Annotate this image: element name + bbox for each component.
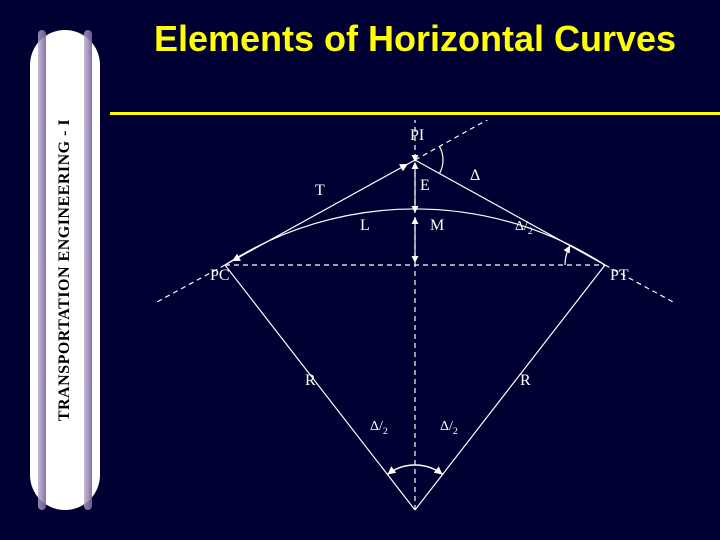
title-underline — [110, 112, 720, 115]
svg-text:T: T — [315, 182, 325, 199]
svg-text:R: R — [305, 372, 316, 389]
svg-text:PT: PT — [610, 267, 629, 284]
svg-text:Δ/2: Δ/2 — [440, 419, 458, 437]
svg-text:PC: PC — [210, 267, 230, 284]
sidebar-text: TRANSPORTATION ENGINEERING - I — [56, 119, 74, 421]
horizontal-curve-diagram: PI T E Δ L M Δ/2 PC PT R R Δ/2 Δ/2 — [120, 120, 710, 530]
svg-text:L: L — [360, 217, 370, 234]
svg-text:E: E — [420, 177, 430, 194]
sidebar-pill: TRANSPORTATION ENGINEERING - I — [30, 30, 100, 510]
svg-text:Δ: Δ — [470, 167, 480, 184]
svg-text:PI: PI — [410, 127, 424, 144]
svg-text:Δ/2: Δ/2 — [515, 219, 533, 237]
svg-text:M: M — [430, 217, 444, 234]
svg-text:Δ/2: Δ/2 — [370, 419, 388, 437]
page-title: Elements of Horizontal Curves — [130, 18, 700, 59]
svg-text:R: R — [520, 372, 531, 389]
diagram-area: PI T E Δ L M Δ/2 PC PT R R Δ/2 Δ/2 — [120, 120, 710, 530]
